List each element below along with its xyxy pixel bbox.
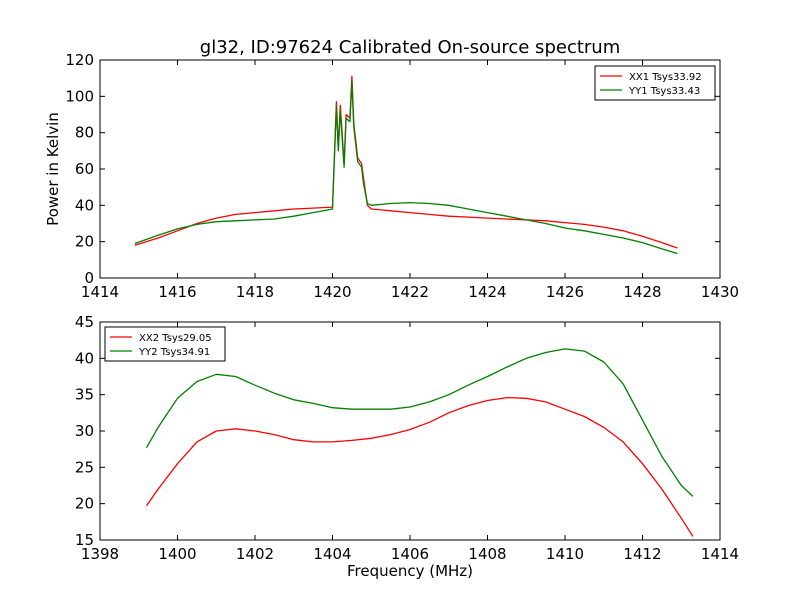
x-tick-label: 1418: [236, 283, 274, 301]
x-tick-label: 1414: [81, 283, 119, 301]
x-tick-label: 1408: [468, 545, 506, 563]
legend-box: [104, 326, 226, 362]
y-tick-label: 20: [75, 233, 94, 251]
y-tick-label: 45: [75, 313, 94, 331]
chart-panel-1: 1414 1416 1418 1420 1422 1424 1426 1428 1430 0 20 4…: [65, 51, 739, 301]
x-tick-label: 1410: [546, 545, 584, 563]
y-tick-label: 80: [75, 124, 94, 142]
x-tick-label: 1426: [546, 283, 584, 301]
x-tick-label: 1414: [701, 545, 739, 563]
legend-box: [594, 65, 716, 101]
y-tick-label: 15: [75, 531, 94, 549]
y-tick-label: 35: [75, 386, 94, 404]
x-tick-label: 1420: [313, 283, 351, 301]
bottom-x-axis-label: Frequency (MHz): [347, 562, 473, 580]
legend: XX2 Tsys29.05 YY2 Tsys34.91: [104, 326, 226, 362]
y-tick-label: 60: [75, 160, 94, 178]
x-tick-label: 1412: [623, 545, 661, 563]
y-tick-label: 120: [65, 51, 94, 69]
x-tick-label: 1424: [468, 283, 506, 301]
legend: XX1 Tsys33.92 YY1 Tsys33.43: [594, 65, 716, 101]
series-line-2: [134, 81, 678, 255]
figure-title: gl32, ID:97624 Calibrated On-source spec…: [200, 37, 620, 58]
y-tick-label: 30: [75, 422, 94, 440]
y-tick-label: 100: [65, 87, 94, 105]
legend-label: XX2 Tsys29.05: [139, 333, 212, 344]
x-tick-label: 1428: [623, 283, 661, 301]
y-tick-label: 25: [75, 458, 94, 476]
legend-label: YY2 Tsys34.91: [138, 347, 210, 358]
x-tick-label: 1400: [158, 545, 196, 563]
y-tick-label: 40: [75, 196, 94, 214]
y-tick-label: 0: [84, 269, 94, 287]
series-line-2: [145, 348, 694, 497]
series-line-1: [134, 75, 678, 249]
x-tick-label: 1398: [81, 545, 119, 563]
series-line-1: [145, 396, 694, 537]
y-tick-label: 20: [75, 495, 94, 513]
x-tick-label: 1416: [158, 283, 196, 301]
x-tick-label: 1406: [391, 545, 429, 563]
y-tick-label: 40: [75, 349, 94, 367]
x-tick-label: 1404: [313, 545, 351, 563]
top-y-axis-label: Power in Kelvin: [44, 112, 62, 226]
x-tick-label: 1430: [701, 283, 739, 301]
chart-panel-2: 1398 1400 1402 1404 1406 1408 1410 1412 1414 15 20…: [75, 313, 739, 563]
x-tick-label: 1402: [236, 545, 274, 563]
legend-label: YY1 Tsys33.43: [628, 86, 700, 97]
x-tick-label: 1422: [391, 283, 429, 301]
legend-label: XX1 Tsys33.92: [629, 72, 702, 83]
